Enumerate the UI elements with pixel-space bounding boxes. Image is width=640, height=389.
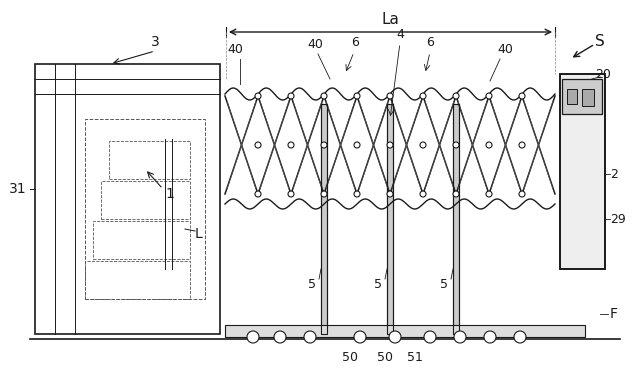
Bar xyxy=(582,89,594,106)
Circle shape xyxy=(387,142,393,148)
Circle shape xyxy=(288,93,294,99)
Circle shape xyxy=(453,142,459,148)
Circle shape xyxy=(424,331,436,343)
Circle shape xyxy=(519,142,525,148)
Circle shape xyxy=(453,93,459,99)
Circle shape xyxy=(354,93,360,99)
Bar xyxy=(85,119,205,299)
Circle shape xyxy=(420,191,426,197)
Text: 6: 6 xyxy=(351,36,359,49)
Bar xyxy=(35,64,220,334)
Circle shape xyxy=(387,93,393,99)
Bar xyxy=(453,104,459,334)
Text: 4: 4 xyxy=(396,28,404,41)
Circle shape xyxy=(454,331,466,343)
Bar xyxy=(93,221,190,259)
Circle shape xyxy=(247,331,259,343)
Text: 5: 5 xyxy=(374,277,382,291)
Circle shape xyxy=(486,142,492,148)
Bar xyxy=(453,104,459,334)
Circle shape xyxy=(389,331,401,343)
Bar xyxy=(387,104,393,334)
Text: 40: 40 xyxy=(307,38,323,51)
Text: 51: 51 xyxy=(407,351,423,364)
Text: 1: 1 xyxy=(165,187,174,201)
Text: 5: 5 xyxy=(308,277,316,291)
Circle shape xyxy=(519,191,525,197)
Text: L: L xyxy=(195,227,203,241)
Circle shape xyxy=(274,331,286,343)
Text: 40: 40 xyxy=(227,43,243,56)
Circle shape xyxy=(288,191,294,197)
Bar xyxy=(387,104,393,334)
Circle shape xyxy=(321,142,327,148)
Circle shape xyxy=(255,191,261,197)
Bar xyxy=(321,104,327,334)
Text: 40: 40 xyxy=(497,43,513,56)
Text: 2: 2 xyxy=(610,168,618,180)
Bar xyxy=(225,325,585,337)
Circle shape xyxy=(321,191,327,197)
Text: La: La xyxy=(381,12,399,27)
Circle shape xyxy=(354,142,360,148)
Text: 3: 3 xyxy=(150,35,159,49)
Circle shape xyxy=(255,93,261,99)
Circle shape xyxy=(354,331,366,343)
Circle shape xyxy=(484,331,496,343)
Circle shape xyxy=(453,191,459,197)
Circle shape xyxy=(486,93,492,99)
Circle shape xyxy=(304,331,316,343)
Circle shape xyxy=(486,191,492,197)
Bar xyxy=(85,261,190,299)
Circle shape xyxy=(387,191,393,197)
Text: 50: 50 xyxy=(377,351,393,364)
Bar xyxy=(101,181,190,219)
Circle shape xyxy=(420,93,426,99)
Text: 31: 31 xyxy=(9,182,27,196)
Bar xyxy=(321,104,327,334)
Text: 5: 5 xyxy=(440,277,448,291)
Bar xyxy=(560,74,605,269)
Text: 20: 20 xyxy=(595,68,611,81)
Circle shape xyxy=(288,142,294,148)
Text: 50: 50 xyxy=(342,351,358,364)
Bar xyxy=(567,89,577,104)
Circle shape xyxy=(321,93,327,99)
Text: 6: 6 xyxy=(426,36,434,49)
Text: 29: 29 xyxy=(610,212,626,226)
Bar xyxy=(562,79,602,114)
Bar xyxy=(560,74,605,269)
Circle shape xyxy=(354,191,360,197)
Circle shape xyxy=(519,93,525,99)
Bar xyxy=(109,141,190,179)
Text: S: S xyxy=(595,33,605,49)
Circle shape xyxy=(255,142,261,148)
Circle shape xyxy=(420,142,426,148)
Circle shape xyxy=(514,331,526,343)
Text: F: F xyxy=(610,307,618,321)
